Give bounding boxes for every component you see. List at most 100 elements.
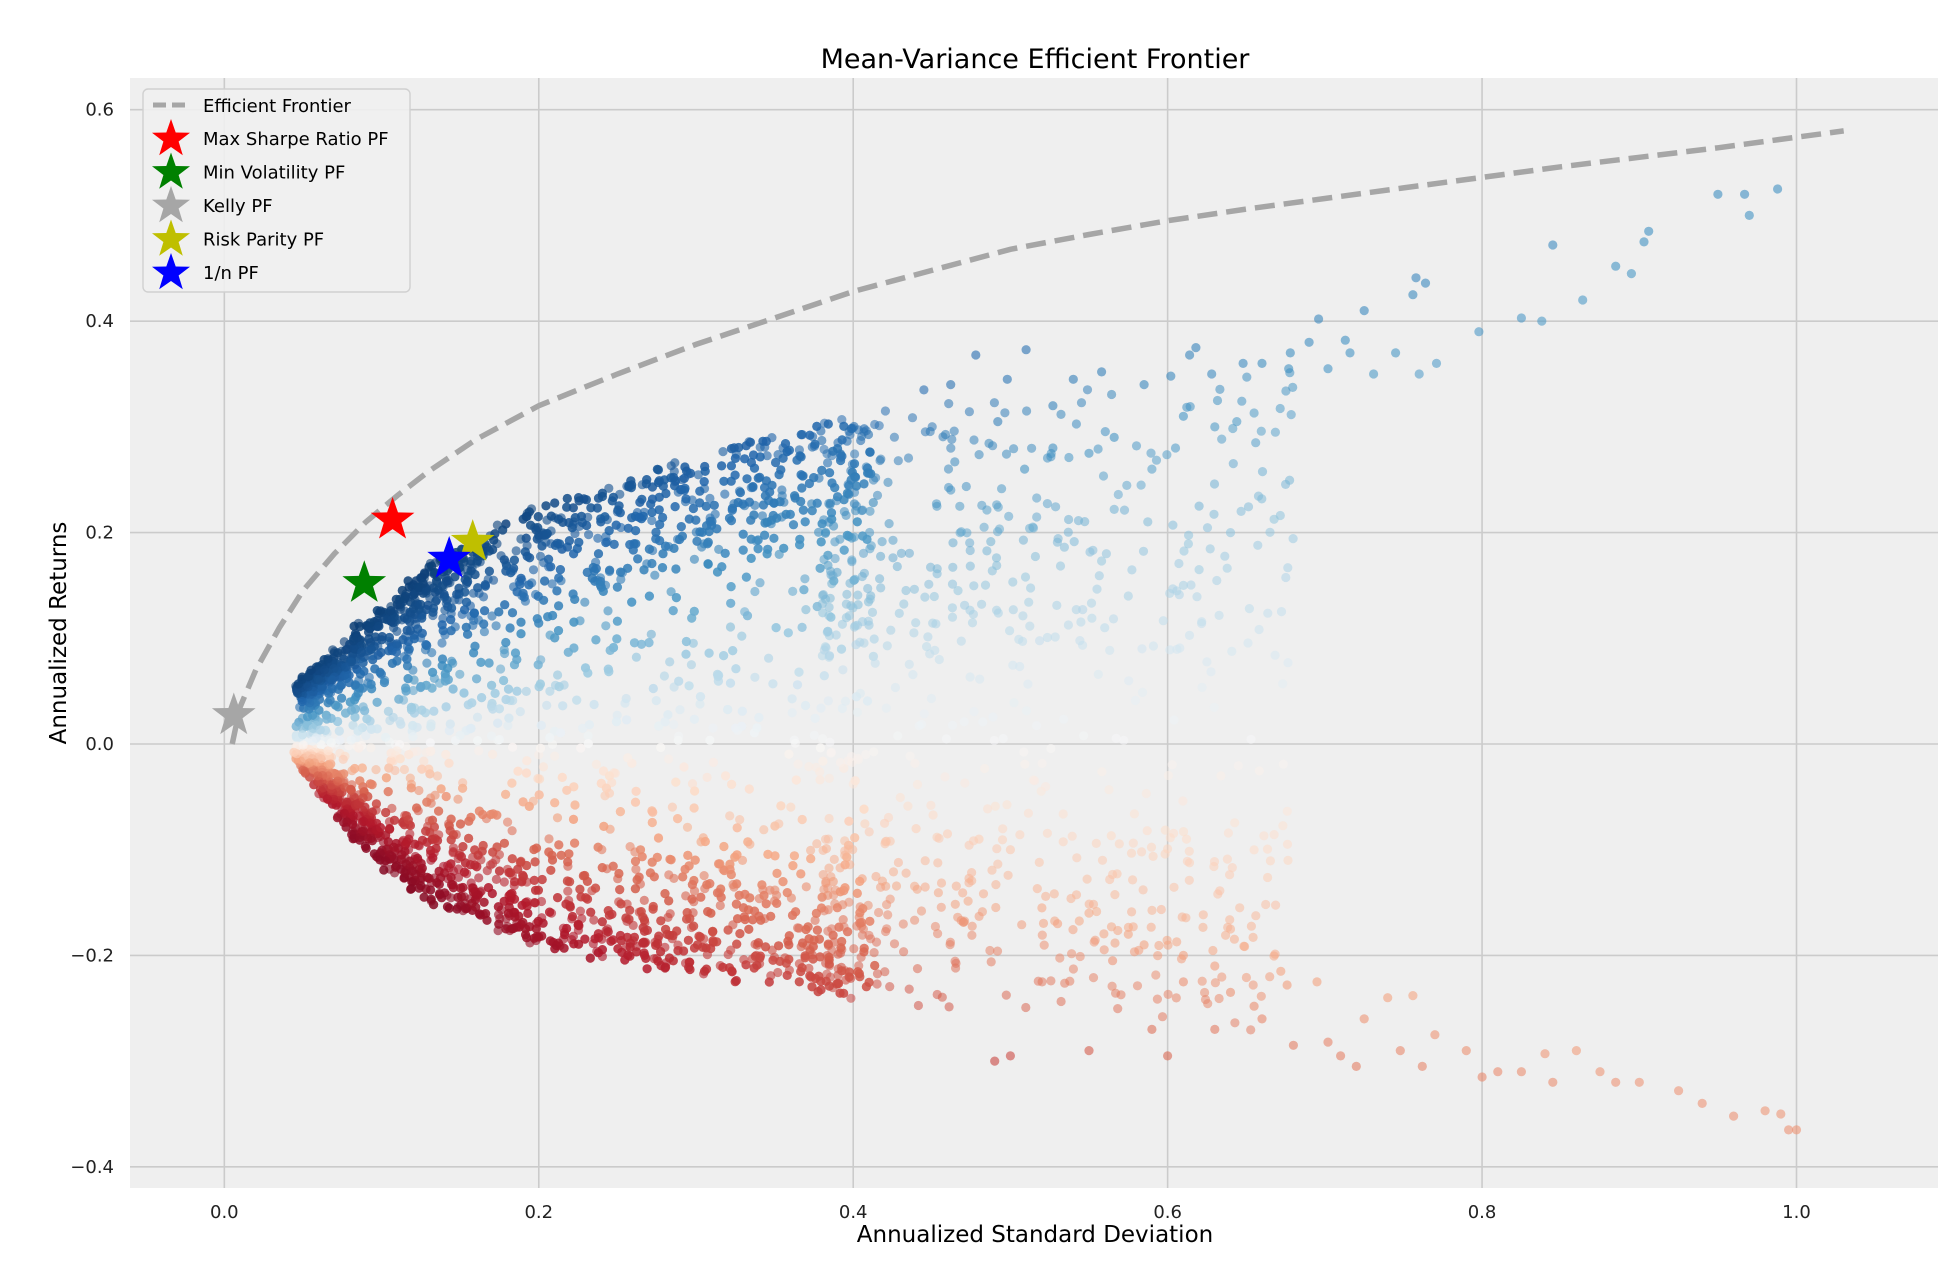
portfolio-point (838, 435, 847, 444)
portfolio-point (909, 628, 918, 637)
portfolio-point (467, 899, 476, 908)
portfolio-point (508, 743, 517, 752)
portfolio-point (1234, 761, 1243, 770)
portfolio-point (873, 491, 882, 500)
portfolio-point (463, 630, 472, 639)
portfolio-point (779, 544, 788, 553)
portfolio-point (523, 909, 532, 918)
portfolio-point (1195, 502, 1204, 511)
portfolio-point (434, 807, 443, 816)
portfolio-point (735, 891, 744, 900)
portfolio-point (529, 845, 538, 854)
portfolio-point (964, 897, 973, 906)
portfolio-point (474, 873, 483, 882)
portfolio-point (563, 857, 572, 866)
portfolio-point (673, 946, 682, 955)
portfolio-point (678, 532, 687, 541)
portfolio-point (654, 465, 663, 474)
portfolio-point (885, 519, 894, 528)
portfolio-point (1165, 645, 1174, 654)
portfolio-point (1216, 771, 1225, 780)
portfolio-point (460, 868, 469, 877)
portfolio-point (401, 683, 410, 692)
portfolio-point (488, 848, 497, 857)
portfolio-point (878, 537, 887, 546)
portfolio-point (501, 695, 510, 704)
portfolio-point (994, 608, 1003, 617)
portfolio-point (788, 911, 797, 920)
portfolio-point (882, 704, 891, 713)
portfolio-point (732, 850, 741, 859)
portfolio-point (960, 601, 969, 610)
portfolio-point (1305, 338, 1314, 347)
portfolio-point (764, 654, 773, 663)
portfolio-point (592, 564, 601, 573)
portfolio-point (825, 468, 834, 477)
portfolio-point (1107, 831, 1116, 840)
portfolio-point (991, 880, 1000, 889)
portfolio-point (960, 778, 969, 787)
portfolio-point (421, 827, 430, 836)
portfolio-point (853, 708, 862, 717)
portfolio-point (738, 707, 747, 716)
portfolio-point (730, 443, 739, 452)
portfolio-point (1025, 622, 1034, 631)
portfolio-point (1022, 406, 1031, 415)
portfolio-point (1094, 444, 1103, 453)
portfolio-point (895, 609, 904, 618)
portfolio-point (535, 774, 544, 783)
portfolio-point (935, 655, 944, 664)
portfolio-point (655, 476, 664, 485)
portfolio-point (453, 893, 462, 902)
portfolio-point (570, 595, 579, 604)
portfolio-point (487, 702, 496, 711)
portfolio-point (546, 866, 555, 875)
portfolio-point (855, 877, 864, 886)
portfolio-point (510, 556, 519, 565)
portfolio-point (865, 827, 874, 836)
portfolio-point (971, 350, 980, 359)
portfolio-point (563, 494, 572, 503)
portfolio-point (1149, 852, 1158, 861)
portfolio-point (853, 889, 862, 898)
portfolio-point (1432, 359, 1441, 368)
portfolio-point (721, 549, 730, 558)
portfolio-point (442, 702, 451, 711)
portfolio-point (340, 809, 349, 818)
portfolio-point (596, 580, 605, 589)
portfolio-point (298, 697, 307, 706)
portfolio-point (744, 905, 753, 914)
portfolio-point (742, 573, 751, 582)
portfolio-point (1171, 443, 1180, 452)
portfolio-point (776, 497, 785, 506)
portfolio-point (965, 538, 974, 547)
portfolio-point (746, 438, 755, 447)
portfolio-point (856, 689, 865, 698)
portfolio-point (355, 776, 364, 785)
portfolio-point (1069, 375, 1078, 384)
portfolio-point (975, 450, 984, 459)
portfolio-point (801, 925, 810, 934)
portfolio-point (687, 614, 696, 623)
portfolio-point (454, 584, 463, 593)
portfolio-point (882, 837, 891, 846)
portfolio-point (1139, 547, 1148, 556)
portfolio-point (396, 720, 405, 729)
portfolio-point (774, 941, 783, 950)
portfolio-point (759, 500, 768, 509)
portfolio-point (1099, 471, 1108, 480)
portfolio-point (322, 714, 331, 723)
portfolio-point (522, 534, 531, 543)
portfolio-point (1119, 736, 1128, 745)
portfolio-point (826, 570, 835, 579)
portfolio-point (1289, 534, 1298, 543)
portfolio-point (1249, 933, 1258, 942)
portfolio-point (810, 731, 819, 740)
portfolio-point (987, 957, 996, 966)
portfolio-point (362, 844, 371, 853)
portfolio-point (836, 453, 845, 462)
portfolio-point (1089, 973, 1098, 982)
portfolio-point (1179, 412, 1188, 421)
portfolio-point (937, 878, 946, 887)
portfolio-point (1069, 964, 1078, 973)
